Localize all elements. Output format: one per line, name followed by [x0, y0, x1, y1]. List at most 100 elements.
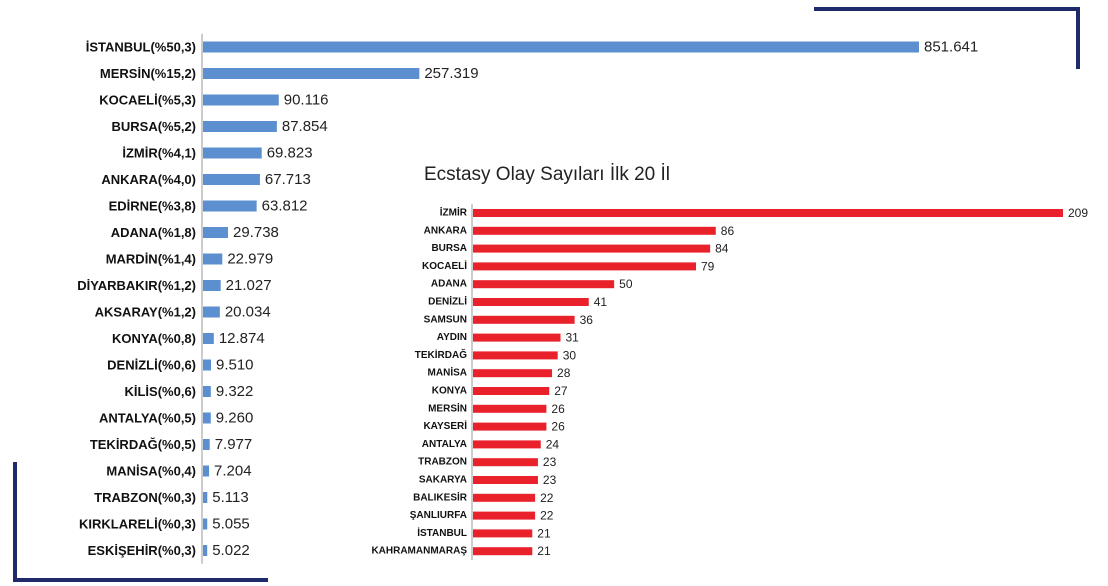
right-chart-category-label: BURSA — [431, 243, 467, 254]
right-chart-bar — [473, 422, 547, 431]
left-chart-bar — [203, 121, 277, 132]
left-chart-value-label: 5.113 — [212, 489, 248, 506]
left-chart-category-label: KONYA(%0,8) — [112, 331, 196, 346]
right-chart-bar — [473, 262, 697, 271]
right-chart-value-label: 26 — [551, 402, 565, 416]
left-chart-bar — [203, 359, 211, 371]
right-chart-value-label: 23 — [543, 473, 557, 487]
right-chart-bar — [473, 529, 533, 538]
left-chart-value-label: 87.854 — [282, 118, 328, 135]
decorative-frame-bottom-left — [13, 462, 268, 582]
right-chart-value-label: 86 — [721, 224, 735, 238]
right-chart-category-label: İZMİR — [440, 206, 468, 219]
right-chart-category-label: KAYSERİ — [423, 419, 467, 432]
left-chart-bar — [203, 465, 210, 477]
right-chart-value-label: 21 — [537, 544, 551, 558]
left-chart-value-label: 9.322 — [216, 383, 254, 400]
left-chart-bar — [203, 439, 210, 450]
left-chart-category-label: MERSİN(%15,2) — [100, 66, 196, 81]
right-chart-value-label: 23 — [543, 455, 557, 469]
left-chart-value-label: 7.977 — [215, 436, 253, 453]
left-chart-category-label: ADANA(%1,8) — [111, 225, 196, 240]
right-chart-bar — [473, 440, 541, 449]
left-chart-bar — [203, 68, 420, 79]
right-chart-value-label: 209 — [1068, 206, 1088, 220]
right-chart-category-label: ANTALYA — [422, 439, 467, 450]
right-chart-bar — [473, 369, 553, 378]
right-chart-category-label: TEKİRDAĞ — [415, 348, 467, 361]
decorative-frame-top-right — [814, 7, 1080, 69]
right-chart-title: Ecstasy Olay Sayıları İlk 20 İl — [424, 164, 671, 185]
left-chart-value-label: 5.055 — [212, 516, 250, 533]
left-chart-value-label: 21.027 — [226, 277, 272, 294]
left-chart-value-label: 12.874 — [219, 330, 265, 347]
right-chart-bar — [473, 209, 1063, 217]
left-chart-category-label: DİYARBAKIR(%1,2) — [77, 278, 196, 293]
right-chart-category-label: AYDIN — [437, 332, 467, 343]
right-chart-category-label: SAMSUN — [424, 314, 467, 325]
right-chart-category-label: İSTANBUL — [417, 526, 467, 539]
right-chart-value-label: 50 — [619, 277, 633, 291]
left-chart-value-label: 9.510 — [216, 357, 254, 374]
right-chart-bar — [473, 244, 711, 253]
right-chart-category-label: MANİSA — [428, 366, 467, 379]
left-chart-value-label: 29.738 — [233, 224, 279, 241]
right-chart-bar — [473, 547, 533, 556]
left-chart-bar — [203, 518, 208, 530]
left-chart-category-label: MANİSA(%0,4) — [106, 464, 196, 479]
right-chart-category-label: MERSİN — [428, 401, 467, 414]
right-chart-bar — [473, 333, 561, 342]
right-chart-bar — [473, 226, 716, 235]
left-chart-bar — [203, 306, 220, 318]
right-chart-value-label: 22 — [540, 491, 554, 505]
left-chart-value-label: 20.034 — [225, 304, 271, 321]
right-chart-bar — [473, 476, 538, 484]
left-chart-category-label: ANTALYA(%0,5) — [99, 411, 196, 426]
left-chart-category-label: EDİRNE(%3,8) — [109, 199, 196, 214]
right-chart-bar — [473, 351, 558, 360]
left-chart-category-label: KİLİS(%0,6) — [124, 384, 196, 399]
left-chart-category-label: DENİZLİ(%0,6) — [107, 358, 196, 373]
left-chart-bar — [203, 492, 208, 503]
right-chart-value-label: 24 — [546, 437, 560, 451]
right-chart-category-label: ŞANLIURFA — [410, 510, 467, 521]
left-chart-bar — [203, 174, 260, 185]
left-chart-value-label: 69.823 — [267, 145, 313, 162]
left-chart-category-label: İZMİR(%4,1) — [122, 146, 196, 161]
right-chart-category-label: KONYA — [432, 386, 467, 397]
left-chart-bar — [203, 412, 211, 424]
right-chart-value-label: 36 — [580, 313, 594, 327]
right-chart-value-label: 22 — [540, 509, 554, 523]
left-chart-value-label: 67.713 — [265, 171, 311, 188]
right-chart-category-label: SAKARYA — [419, 475, 467, 486]
right-chart-category-label: ADANA — [431, 279, 467, 290]
right-chart-bar — [473, 493, 536, 502]
left-chart-bar — [203, 333, 214, 344]
right-chart-category-label: TRABZON — [418, 457, 467, 468]
right-chart-category-label: DENİZLİ — [428, 295, 467, 308]
right-chart-value-label: 30 — [563, 348, 577, 362]
left-chart-bar — [203, 94, 279, 106]
left-chart-category-label: AKSARAY(%1,2) — [95, 305, 196, 320]
right-chart-bar — [473, 511, 536, 520]
left-chart-category-label: KIRKLARELİ(%0,3) — [79, 517, 196, 532]
right-chart-bar — [473, 280, 615, 289]
right-chart-value-label: 84 — [715, 242, 729, 256]
left-chart-value-label: 90.116 — [284, 92, 329, 109]
left-chart-value-label: 851.641 — [924, 39, 978, 56]
left-chart-category-label: ESKİŞEHİR(%0,3) — [88, 543, 196, 558]
left-chart-category-label: ANKARA(%4,0) — [101, 172, 196, 187]
left-chart-value-label: 63.812 — [262, 198, 308, 215]
left-chart-value-label: 257.319 — [424, 65, 478, 82]
right-chart-bar — [473, 298, 589, 306]
right-chart-value-label: 41 — [594, 295, 608, 309]
left-chart-bar — [203, 227, 229, 238]
left-chart-value-label: 5.022 — [212, 542, 250, 559]
right-chart-value-label: 21 — [537, 526, 551, 540]
right-chart-category-label: ANKARA — [424, 225, 467, 236]
right-chart-value-label: 28 — [557, 366, 571, 380]
left-chart-category-label: MARDİN(%1,4) — [106, 252, 196, 267]
right-chart-category-label: KAHRAMANMARAŞ — [371, 546, 467, 557]
